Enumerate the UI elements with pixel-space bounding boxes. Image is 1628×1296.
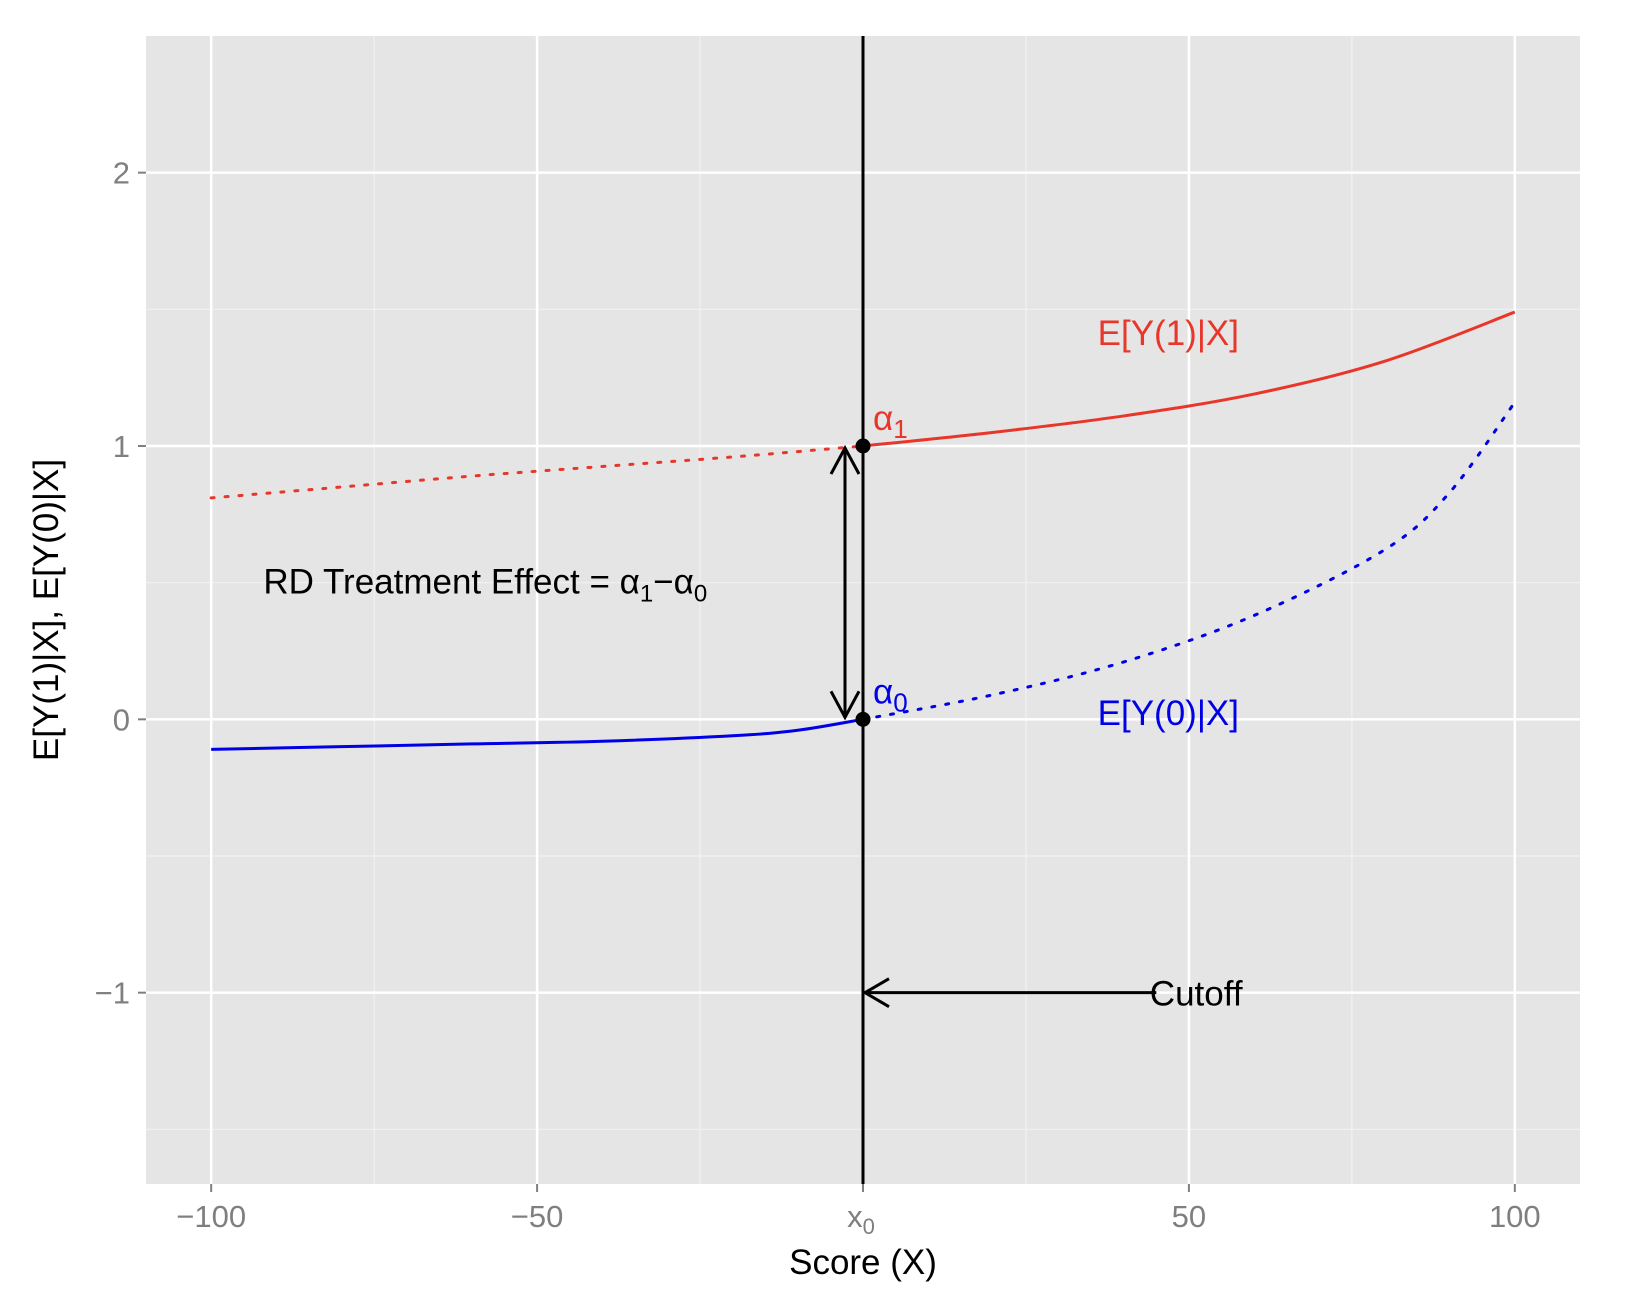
- effect-arrow-head-top: [829, 444, 861, 475]
- y-tick-label: −1: [95, 976, 130, 1011]
- series-y1-dotted-line: [209, 444, 865, 500]
- effect-alpha-1: α: [620, 563, 640, 602]
- series-layer: [209, 310, 1517, 751]
- effect-arrow-head-bottom: [829, 690, 861, 721]
- x-tick-label: −50: [511, 1199, 564, 1234]
- effect-minus: −: [653, 563, 673, 602]
- y-tick-label: 2: [113, 156, 130, 191]
- cutoff-arrow-head: [862, 977, 890, 1008]
- alpha-point-0: [855, 711, 871, 727]
- series-y0-dotted-line: [861, 400, 1517, 721]
- treatment-effect-label: RD Treatment Effect = α1−α0: [263, 563, 707, 608]
- y-tick-label: 1: [113, 429, 130, 464]
- y-tick-label: 0: [113, 702, 130, 737]
- x-tick-label: 50: [1172, 1199, 1206, 1234]
- series-y0-solid-line: [211, 717, 864, 751]
- effect-text: RD Treatment Effect =: [263, 563, 619, 602]
- alpha-label-1: α1: [873, 399, 908, 444]
- series-label-y1: E[Y(1)|X]: [1098, 314, 1239, 353]
- series-label-y0: E[Y(0)|X]: [1098, 694, 1239, 733]
- alpha-label-base: α: [873, 399, 893, 438]
- alpha-label-0: α0: [873, 672, 908, 717]
- x-tick-label-cutoff-sub: 0: [863, 1214, 875, 1239]
- cutoff-label: Cutoff: [1150, 975, 1243, 1014]
- effect-sub-1: 1: [640, 581, 653, 608]
- x-tick-label-cutoff-base: x: [847, 1199, 863, 1234]
- x-tick-label: 100: [1489, 1199, 1541, 1234]
- alpha-label-base: α: [873, 672, 893, 711]
- series-y1-solid-line: [862, 310, 1516, 448]
- x-tick-label-cutoff: x0: [847, 1199, 875, 1239]
- effect-alpha-0: α: [674, 563, 694, 602]
- y-axis-title: E[Y(1)|X], E[Y(0)|X]: [27, 459, 66, 761]
- x-axis-title: Score (X): [789, 1243, 937, 1282]
- effect-sub-0: 0: [694, 581, 707, 608]
- alpha-label-sub: 1: [893, 414, 907, 444]
- alpha-label-sub: 0: [893, 687, 907, 717]
- x-tick-label: −100: [176, 1199, 246, 1234]
- alpha-point-1: [855, 438, 871, 454]
